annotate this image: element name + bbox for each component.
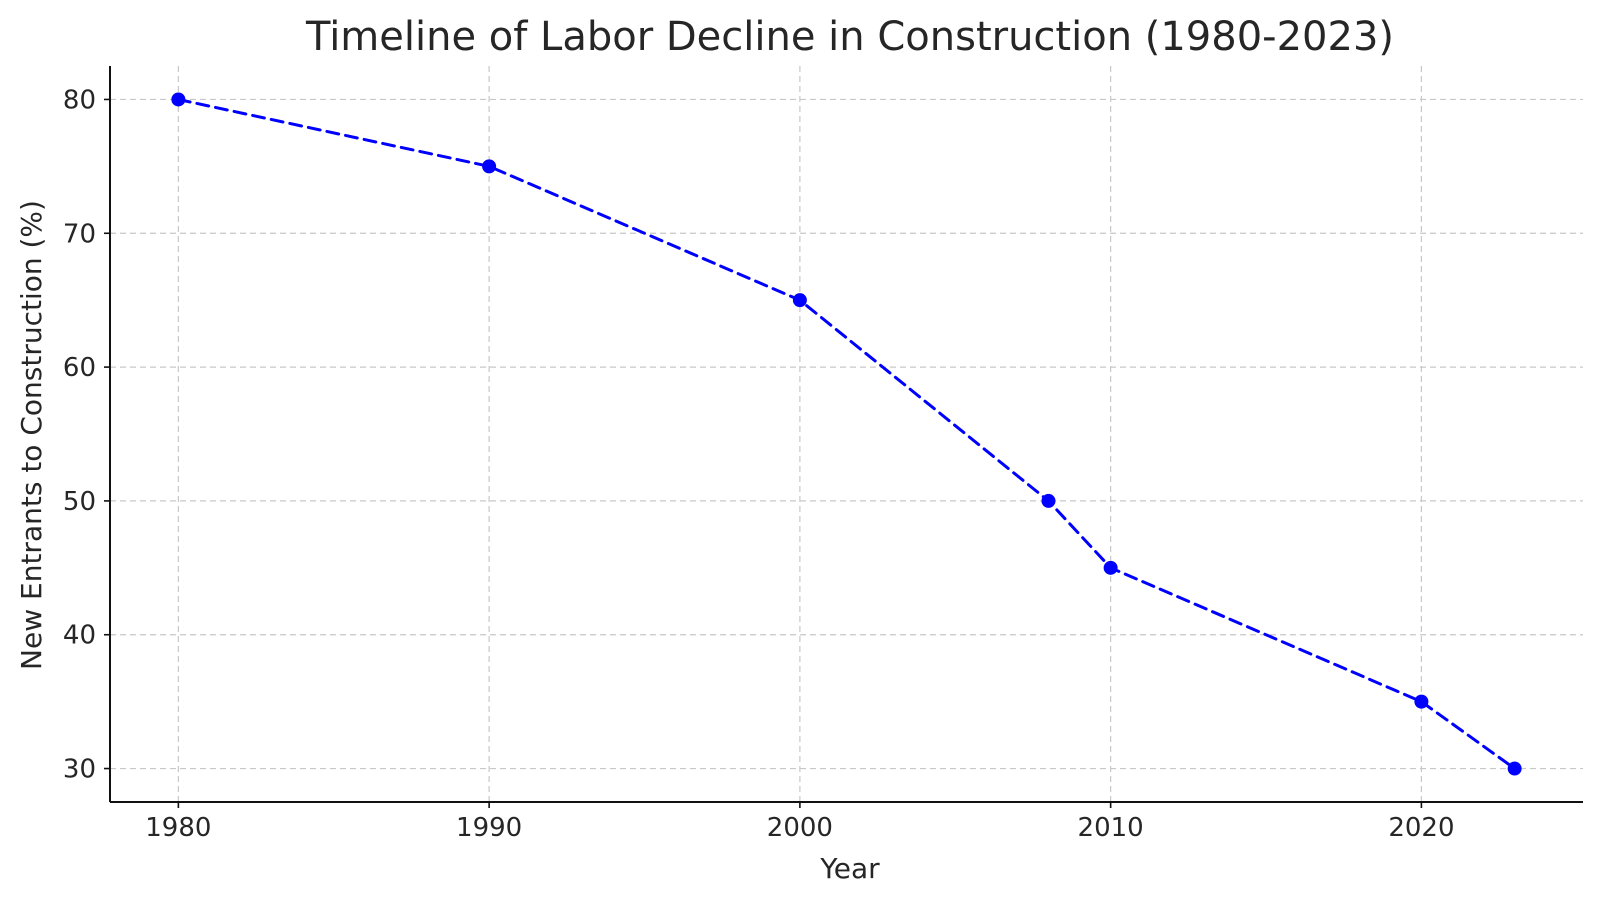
data-point <box>171 92 186 107</box>
y-tick-label: 80 <box>63 85 96 115</box>
y-tick-label: 50 <box>63 487 96 517</box>
y-axis-label: New Entrants to Construction (%) <box>15 200 48 670</box>
y-tick-label: 40 <box>63 621 96 651</box>
axes-layer <box>109 66 1583 803</box>
grid-layer <box>110 66 1583 802</box>
data-point <box>1414 694 1429 709</box>
y-tick-label: 30 <box>63 755 96 785</box>
data-point <box>792 293 807 308</box>
chart-title: Timeline of Labor Decline in Constructio… <box>305 14 1394 60</box>
y-tick-label: 60 <box>63 353 96 383</box>
x-axis-label: Year <box>819 852 880 885</box>
series-line <box>176 97 1517 771</box>
y-tick-label: 70 <box>63 219 96 249</box>
series-layer <box>171 92 1522 776</box>
data-point <box>1507 761 1522 776</box>
x-tick-label: 2020 <box>1388 813 1454 843</box>
data-point <box>1103 560 1118 575</box>
x-tick-label: 2010 <box>1078 813 1144 843</box>
x-tick-label: 1990 <box>456 813 522 843</box>
x-tick-label: 2000 <box>767 813 833 843</box>
x-tick-label: 1980 <box>145 813 211 843</box>
ticks-layer: 1980 1990 2000 2010 2020 30 40 50 60 70 80 <box>63 85 1455 843</box>
data-point <box>1041 493 1056 508</box>
data-point <box>482 159 497 174</box>
